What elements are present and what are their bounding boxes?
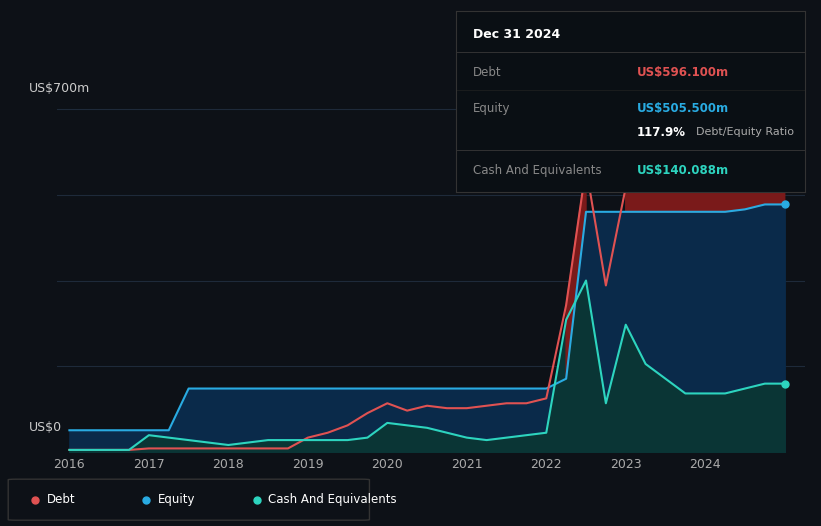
- Text: US$700m: US$700m: [29, 82, 90, 95]
- Text: US$505.500m: US$505.500m: [637, 102, 729, 115]
- Text: Debt: Debt: [473, 66, 502, 79]
- Text: Debt/Equity Ratio: Debt/Equity Ratio: [696, 127, 795, 137]
- Text: US$0: US$0: [29, 421, 62, 434]
- Text: Cash And Equivalents: Cash And Equivalents: [473, 164, 602, 177]
- Text: US$596.100m: US$596.100m: [637, 66, 729, 79]
- Text: Cash And Equivalents: Cash And Equivalents: [268, 493, 397, 506]
- Text: 117.9%: 117.9%: [637, 126, 686, 139]
- Text: Equity: Equity: [473, 102, 511, 115]
- Text: Equity: Equity: [158, 493, 195, 506]
- FancyBboxPatch shape: [8, 479, 369, 520]
- Text: Dec 31 2024: Dec 31 2024: [473, 27, 561, 41]
- Text: Debt: Debt: [47, 493, 76, 506]
- Text: US$140.088m: US$140.088m: [637, 164, 729, 177]
